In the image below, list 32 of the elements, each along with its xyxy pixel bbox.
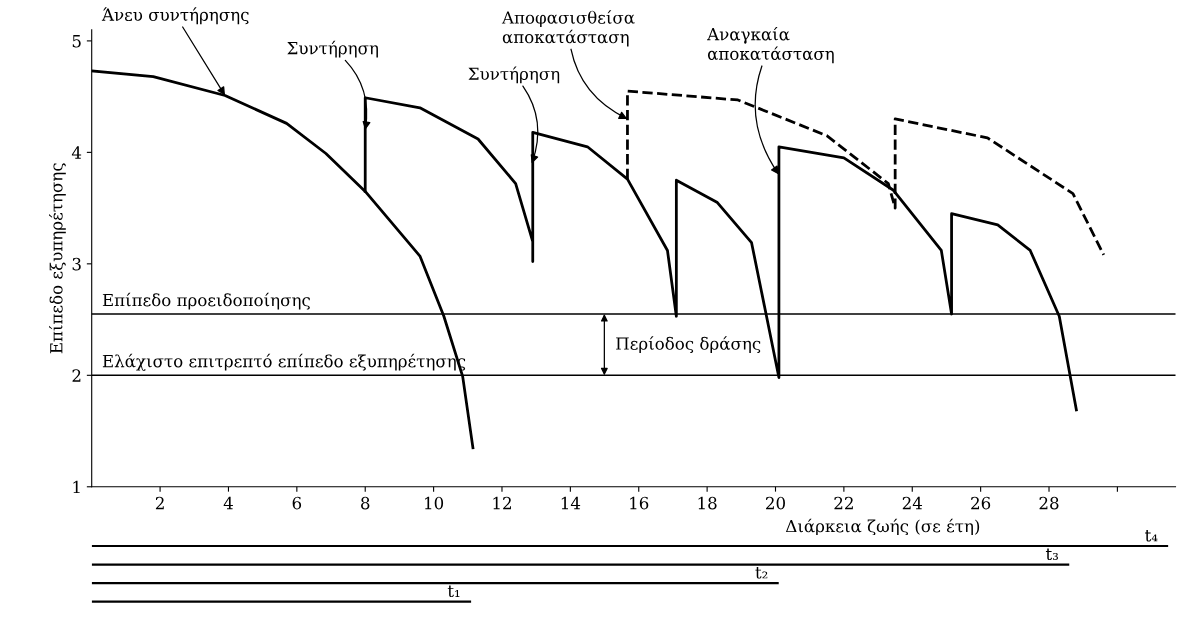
annotation: Συντήρηση bbox=[468, 66, 560, 84]
x-tick-label: 28 bbox=[1039, 496, 1059, 510]
ref-line-label: Επίπεδο προειδοποίησης bbox=[102, 292, 310, 310]
y-tick-label: 1 bbox=[73, 480, 80, 494]
x-tick-label: 6 bbox=[292, 496, 302, 510]
y-tick-label: 5 bbox=[72, 35, 81, 48]
x-axis-title: Διάρκεια ζωής (σε έτη) bbox=[785, 518, 980, 536]
data-label: t₄ bbox=[1145, 529, 1158, 542]
annotation: Άνευ συντήρησης bbox=[101, 7, 249, 25]
x-tick-label: 4 bbox=[223, 496, 233, 510]
x-tick-label: 16 bbox=[630, 496, 649, 510]
x-tick-label: 12 bbox=[493, 496, 511, 510]
y-axis-title: Επίπεδο εξυπηρέτησης bbox=[49, 163, 66, 354]
x-tick-label: 2 bbox=[155, 496, 164, 510]
data-label: t₃ bbox=[1045, 548, 1058, 560]
annotation: Περίοδος δράσης bbox=[616, 336, 761, 354]
x-tick-label: 22 bbox=[834, 496, 853, 510]
annotation: Αποφασισθείσα αποκατάσταση bbox=[501, 10, 635, 47]
x-tick-label: 26 bbox=[971, 496, 991, 510]
annotation: Συντήρηση bbox=[287, 40, 378, 58]
data-label: t₁ bbox=[447, 585, 460, 598]
x-tick-label: 20 bbox=[766, 496, 785, 510]
y-tick-label: 3 bbox=[72, 257, 81, 271]
annotation: Αναγκαία αποκατάσταση bbox=[707, 26, 834, 64]
x-tick-label: 24 bbox=[902, 496, 923, 510]
x-tick-label: 14 bbox=[561, 496, 581, 510]
y-tick-label: 2 bbox=[72, 369, 81, 382]
x-tick-label: 8 bbox=[361, 496, 370, 510]
y-tick-label: 4 bbox=[71, 146, 82, 159]
x-tick-label: 18 bbox=[698, 496, 717, 510]
data-label: t₂ bbox=[755, 566, 768, 579]
x-tick-label: 10 bbox=[425, 496, 444, 510]
